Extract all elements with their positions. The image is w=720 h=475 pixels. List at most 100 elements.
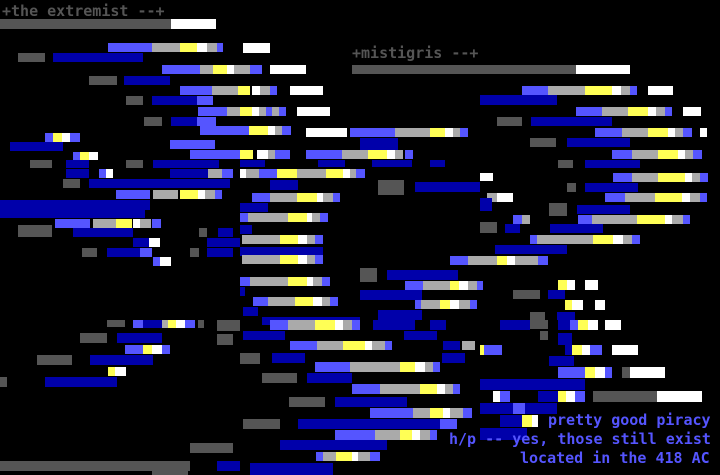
art-bar [507, 256, 515, 265]
art-bar [323, 193, 333, 202]
art-bar [352, 65, 576, 74]
art-bar [595, 367, 605, 378]
art-bar [622, 367, 630, 378]
art-bar [395, 128, 430, 137]
art-bar [430, 160, 445, 167]
art-bar [270, 65, 306, 74]
art-bar [307, 373, 352, 383]
art-bar [93, 219, 116, 228]
art-bar [565, 300, 572, 310]
art-bar [82, 248, 97, 257]
art-bar [0, 19, 171, 29]
art-bar [133, 320, 143, 328]
art-bar [632, 235, 640, 244]
art-bar [171, 19, 216, 29]
art-bar [658, 173, 685, 182]
art-bar [623, 235, 632, 244]
art-bar [298, 235, 307, 244]
art-bar [290, 341, 317, 350]
art-bar [297, 107, 330, 116]
art-bar [243, 419, 280, 429]
art-bar [622, 128, 648, 137]
art-bar [585, 367, 595, 378]
art-bar [152, 43, 180, 52]
art-bar [497, 117, 522, 126]
art-bar [280, 440, 387, 450]
art-bar [217, 334, 233, 345]
art-bar [217, 43, 223, 52]
art-bar [690, 193, 700, 202]
art-bar [480, 198, 492, 211]
art-bar [445, 128, 453, 137]
art-bar [558, 160, 573, 168]
art-bar [240, 247, 323, 256]
art-bar [288, 320, 315, 330]
art-bar [343, 341, 365, 350]
art-bar [405, 150, 413, 159]
art-bar [108, 367, 115, 376]
art-bar [683, 215, 690, 224]
art-bar [350, 169, 356, 178]
art-bar [197, 117, 216, 126]
art-bar [270, 193, 297, 202]
art-bar [477, 281, 483, 290]
art-bar [250, 277, 288, 286]
art-bar [692, 173, 700, 182]
art-bar [213, 65, 227, 74]
art-bar [605, 367, 612, 378]
art-bar [683, 107, 701, 116]
art-bar [375, 430, 400, 440]
art-bar [162, 65, 200, 74]
art-bar [468, 256, 497, 265]
art-bar [550, 224, 603, 233]
art-bar [253, 297, 268, 306]
art-bar [532, 415, 538, 427]
art-bar [227, 65, 234, 74]
art-bar [440, 419, 457, 429]
art-bar [222, 169, 233, 178]
art-bar [575, 391, 585, 402]
art-bar [700, 173, 708, 182]
art-bar [217, 320, 240, 331]
art-bar [37, 355, 72, 365]
art-bar [0, 377, 7, 387]
art-bar [198, 320, 204, 328]
art-bar [548, 86, 585, 95]
art-bar [322, 297, 330, 306]
art-bar [212, 86, 238, 95]
art-bar [307, 235, 315, 244]
art-bar [18, 225, 52, 237]
art-bar [530, 235, 537, 244]
art-bar [288, 213, 307, 222]
art-bar [280, 235, 298, 244]
art-bar [549, 203, 567, 216]
art-bar [297, 193, 317, 202]
art-bar [89, 152, 98, 160]
art-bar [538, 256, 548, 265]
art-bar [268, 150, 275, 159]
art-bar [288, 277, 307, 286]
art-bar [421, 300, 440, 309]
art-bar [538, 391, 558, 402]
art-bar [162, 345, 170, 354]
art-bar [585, 280, 598, 290]
art-bar [199, 228, 207, 237]
art-bar [218, 228, 233, 237]
art-bar [625, 193, 655, 202]
art-bar [70, 133, 80, 142]
art-bar [343, 169, 350, 178]
art-bar [262, 373, 297, 383]
art-bar [572, 300, 583, 310]
art-bar [205, 190, 215, 199]
art-bar [368, 150, 387, 159]
art-bar [400, 430, 412, 440]
art-bar [595, 128, 622, 137]
art-bar [279, 107, 286, 116]
art-bar [415, 362, 425, 372]
art-bar [242, 255, 280, 264]
art-bar [443, 341, 460, 350]
art-bar [168, 320, 176, 328]
art-bar [530, 320, 548, 329]
art-bar [240, 150, 253, 159]
